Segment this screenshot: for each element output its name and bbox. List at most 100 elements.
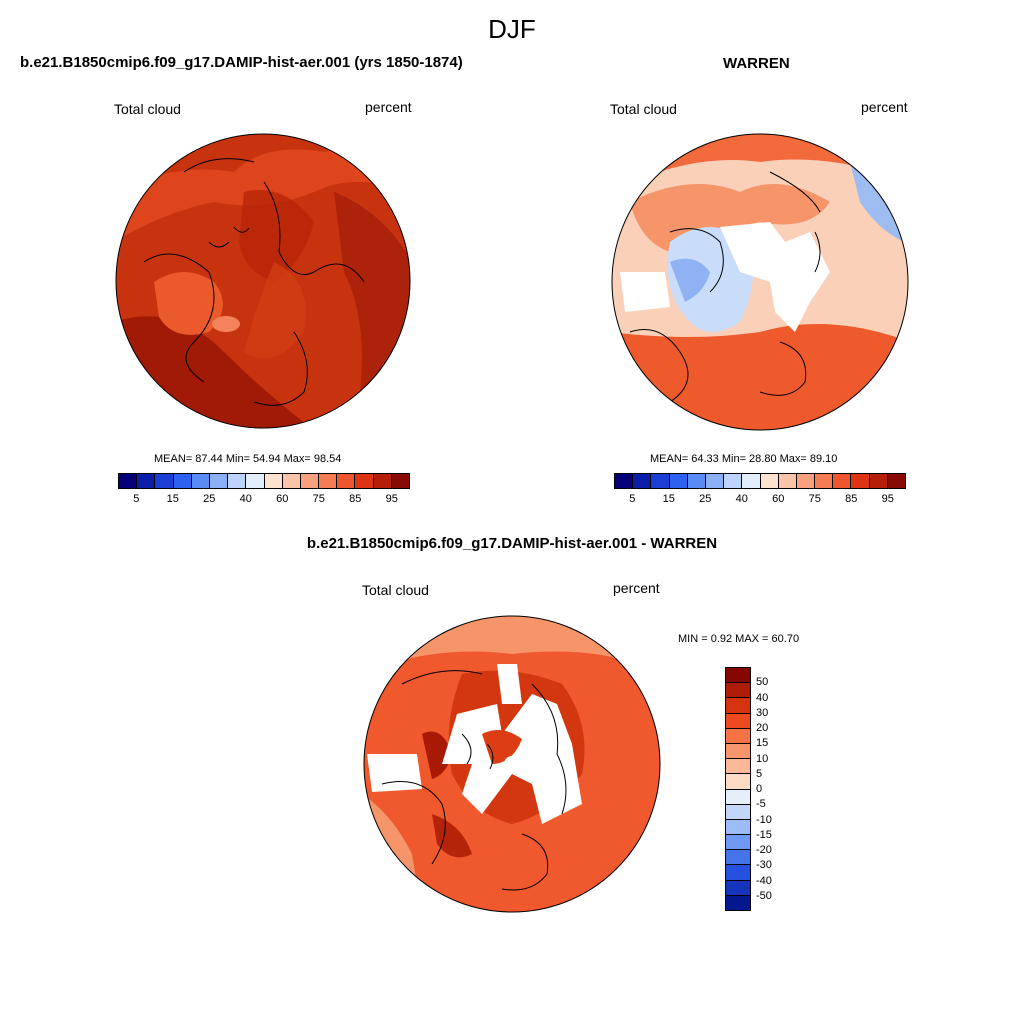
panel1-title: b.e21.B1850cmip6.f09_g17.DAMIP-hist-aer.…: [20, 54, 463, 71]
colorbar-swatch: [815, 474, 834, 488]
colorbar-tick-label: 30: [756, 706, 769, 719]
colorbar-swatch: [726, 804, 750, 820]
colorbar-swatch: [851, 474, 870, 488]
colorbar-swatch: [726, 819, 750, 836]
panel2-colorbar: [614, 473, 906, 489]
colorbar-tick-label: 5: [133, 493, 140, 505]
figure-title: DJF: [488, 14, 536, 44]
colorbar-tick-label: 15: [756, 737, 769, 750]
colorbar-tick-label: 75: [312, 493, 325, 505]
colorbar-swatch: [726, 895, 750, 910]
colorbar-swatch: [633, 474, 652, 488]
colorbar-tick-label: -10: [756, 813, 772, 826]
colorbar-swatch: [209, 474, 229, 488]
colorbar-swatch: [669, 474, 688, 488]
colorbar-swatch: [726, 865, 750, 881]
colorbar-swatch: [726, 880, 750, 896]
colorbar-swatch: [742, 474, 761, 488]
colorbar-tick-label: 40: [239, 493, 252, 505]
colorbar-swatch: [373, 474, 392, 488]
colorbar-swatch: [726, 789, 750, 805]
colorbar-swatch: [355, 474, 374, 488]
panel2-title: WARREN: [723, 55, 790, 72]
colorbar-tick-label: -20: [756, 844, 772, 856]
colorbar-swatch: [173, 474, 192, 488]
colorbar-tick-label: 5: [756, 767, 763, 780]
panel2-stats: MEAN= 64.33 Min= 28.80 Max= 89.10: [650, 453, 838, 465]
panel3-units-label: percent: [613, 580, 660, 596]
panel3-title: b.e21.B1850cmip6.f09_g17.DAMIP-hist-aer.…: [306, 535, 718, 552]
colorbar-swatch: [615, 474, 634, 488]
colorbar-tick-label: -5: [756, 798, 766, 811]
colorbar-tick-label: 95: [881, 493, 894, 505]
panel2-variable-label: Total cloud: [610, 101, 677, 117]
panel1-units-label: percent: [365, 99, 412, 115]
colorbar-tick-label: -15: [756, 828, 772, 841]
colorbar-tick-label: 15: [662, 493, 675, 505]
colorbar-swatch: [887, 474, 905, 488]
colorbar-swatch: [760, 474, 779, 488]
colorbar-swatch: [726, 713, 750, 729]
colorbar-swatch: [726, 728, 750, 744]
colorbar-swatch: [833, 474, 852, 488]
colorbar-swatch: [705, 474, 725, 488]
panel1-polar-map: [115, 133, 411, 429]
panel2-units-label: percent: [861, 99, 908, 115]
colorbar-tick-label: 60: [772, 493, 785, 505]
colorbar-swatch: [137, 474, 156, 488]
colorbar-tick-label: 95: [385, 493, 398, 505]
colorbar-tick-label: -30: [756, 859, 772, 872]
colorbar-tick-label: 40: [756, 691, 769, 704]
colorbar-tick-label: 40: [735, 493, 748, 505]
colorbar-swatch: [778, 474, 797, 488]
panel3-polar-map: [363, 615, 661, 913]
panel3-stats: MIN = 0.92 MAX = 60.70: [678, 633, 800, 645]
colorbar-swatch: [391, 474, 409, 488]
colorbar-tick-label: 0: [756, 783, 763, 795]
colorbar-tick-label: 60: [276, 493, 289, 505]
colorbar-swatch: [869, 474, 888, 488]
colorbar-tick-label: 25: [203, 493, 216, 505]
colorbar-swatch: [651, 474, 670, 488]
colorbar-swatch: [724, 474, 743, 488]
colorbar-tick-label: 50: [756, 676, 769, 689]
colorbar-swatch: [300, 474, 320, 488]
colorbar-swatch: [282, 474, 301, 488]
colorbar-swatch: [726, 698, 750, 714]
colorbar-tick-label: 85: [349, 493, 362, 505]
colorbar-swatch: [796, 474, 816, 488]
colorbar-swatch: [228, 474, 247, 488]
colorbar-swatch: [726, 835, 750, 851]
colorbar-tick-label: 25: [699, 493, 712, 505]
colorbar-swatch: [337, 474, 356, 488]
colorbar-tick-label: 75: [808, 493, 821, 505]
colorbar-tick-label: -50: [756, 889, 772, 902]
panel1-colorbar: [118, 473, 410, 489]
panel3-colorbar-ticks: 50 40 30 20 15 10 5 0 -5 -10 -15 -20 -30 -40 -50: [756, 667, 796, 911]
panel1-stats: MEAN= 87.44 Min= 54.94 Max= 98.54: [154, 453, 342, 465]
panel3-variable-label: Total cloud: [362, 582, 429, 598]
panel1-variable-label: Total cloud: [114, 101, 181, 117]
colorbar-tick-label: 15: [166, 493, 179, 505]
colorbar-swatch: [155, 474, 174, 488]
panel2-colorbar-ticks: 5 15 25 40 60 75 85 95: [614, 493, 906, 507]
colorbar-swatch: [687, 474, 706, 488]
panel2-polar-map: [611, 133, 909, 431]
colorbar-swatch: [726, 743, 750, 760]
colorbar-swatch: [119, 474, 138, 488]
colorbar-swatch: [726, 850, 750, 866]
colorbar-swatch: [726, 683, 750, 699]
colorbar-swatch: [264, 474, 283, 488]
colorbar-tick-label: -40: [756, 874, 772, 887]
panel1-colorbar-ticks: 5 15 25 40 60 75 85 95: [118, 493, 410, 507]
colorbar-swatch: [191, 474, 210, 488]
colorbar-tick-label: 10: [756, 752, 769, 765]
colorbar-swatch: [246, 474, 265, 488]
colorbar-swatch: [726, 774, 750, 790]
colorbar-swatch: [726, 668, 750, 684]
colorbar-tick-label: 5: [629, 493, 636, 505]
colorbar-swatch: [319, 474, 338, 488]
panel3-colorbar: [725, 667, 751, 911]
colorbar-swatch: [726, 759, 750, 775]
colorbar-tick-label: 20: [756, 722, 769, 734]
